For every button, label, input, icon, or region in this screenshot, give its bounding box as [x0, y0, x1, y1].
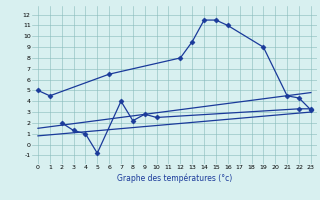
- X-axis label: Graphe des températures (°c): Graphe des températures (°c): [117, 173, 232, 183]
